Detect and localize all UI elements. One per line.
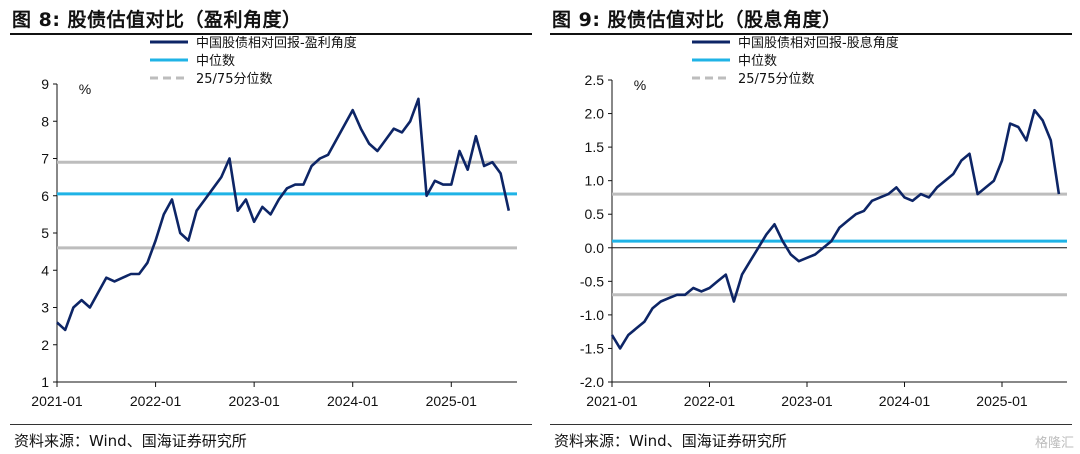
x-tick-label: 2023-01 (228, 393, 280, 409)
y-tick-label: 7 (41, 151, 49, 167)
y-tick-label: 2.5 (585, 72, 605, 88)
y-tick-label: 2 (41, 337, 49, 353)
y-tick-label: 1.5 (585, 139, 605, 155)
watermark-logo: 格隆汇 (1034, 436, 1074, 451)
source-note: 资料来源：Wind、国海证券研究所 (14, 432, 247, 450)
series-line (610, 108, 1061, 350)
x-tick-label: 2022-01 (684, 393, 736, 409)
chart-panel-dividend: 图 9: 股债估值对比（股息角度） -2.0 -1.5 -1.0 -0.5 0.0 0.5… (540, 0, 1080, 454)
y-tick-label: 0.0 (585, 240, 605, 256)
x-tick-label: 2025-01 (976, 393, 1028, 409)
y-tick-label: -0.5 (580, 273, 604, 289)
line-chart-dividend: -2.0 -1.5 -1.0 -0.5 0.0 0.5 1.0 1.5 2.0 2.5 % 2021-… (580, 36, 1067, 409)
x-tick-label: 2024-01 (879, 393, 931, 409)
legend-label: 25/75分位数 (738, 72, 814, 87)
x-tick-label: 2025-01 (426, 393, 478, 409)
legend-label: 中国股债相对回报-盈利角度 (196, 36, 357, 51)
y-tick-label: -1.5 (580, 340, 604, 356)
source-note: 资料来源：Wind、国海证券研究所 (554, 432, 787, 450)
x-tick-label: 2021-01 (586, 393, 638, 409)
y-tick-label: 0.5 (585, 206, 605, 222)
y-tick-label: -2.0 (580, 374, 604, 390)
title-divider (550, 33, 1072, 35)
series-line (56, 97, 511, 332)
x-tick-label: 2021-01 (31, 393, 83, 409)
title-divider (10, 33, 532, 35)
y-tick-label: 8 (41, 113, 49, 129)
legend-label: 25/75分位数 (196, 72, 272, 87)
x-tick-label: 2022-01 (130, 393, 182, 409)
y-tick-label: -1.0 (580, 307, 604, 323)
x-tick-label: 2024-01 (327, 393, 379, 409)
y-unit-label: % (634, 77, 646, 93)
y-tick-label: 3 (41, 300, 49, 316)
source-divider (10, 424, 532, 425)
y-tick-label: 5 (41, 225, 49, 241)
chart-panel-earnings: 图 8: 股债估值对比（盈利角度） 1 2 3 4 5 6 7 8 9% 2021-01 2022-… (10, 9, 532, 450)
y-tick-label: 2.0 (585, 106, 605, 122)
y-tick-label: 1.0 (585, 173, 605, 189)
line-chart-earnings: 1 2 3 4 5 6 7 8 9 % 2021-01 2022-01 2023-01 2024-01 20… (31, 36, 517, 409)
legend-label: 中位数 (738, 54, 777, 69)
y-unit-label: % (79, 81, 91, 97)
y-tick-label: 9 (41, 76, 49, 92)
legend-label: 中位数 (196, 54, 235, 69)
y-tick-label: 6 (41, 188, 49, 204)
x-tick-label: 2023-01 (781, 393, 833, 409)
chart-title-dividend: 图 9: 股债估值对比（股息角度） (552, 9, 842, 31)
y-tick-label: 4 (41, 262, 49, 278)
source-divider (550, 424, 1072, 425)
y-tick-label: 1 (41, 374, 49, 390)
legend-label: 中国股债相对回报-股息角度 (738, 36, 899, 51)
chart-title-earnings: 图 8: 股债估值对比（盈利角度） (12, 9, 302, 31)
